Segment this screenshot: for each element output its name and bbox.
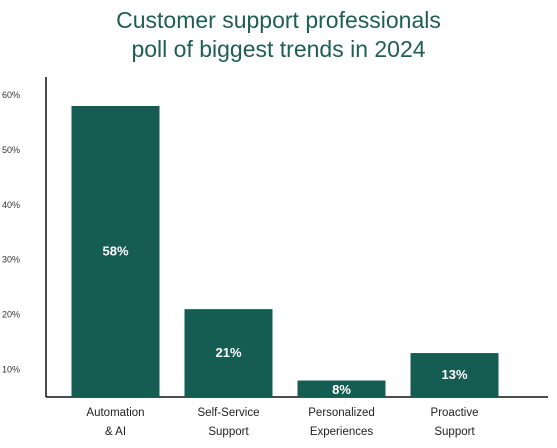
bar-value-label: 8% — [332, 382, 351, 397]
chart-title-line-2: poll of biggest trends in 2024 — [131, 36, 426, 62]
y-tick-label: 30% — [2, 255, 20, 265]
x-category-label: Personalized Experiences — [308, 407, 374, 438]
y-tick-label: 60% — [2, 90, 20, 100]
chart-title: Customer support professionals poll of b… — [0, 6, 557, 64]
x-category-label-line: & AI — [105, 426, 126, 438]
x-category-label-line: Proactive — [431, 407, 479, 419]
bar-value-label: 13% — [441, 367, 467, 382]
chart-title-line-1: Customer support professionals — [116, 7, 441, 33]
x-category-label-line: Automation — [86, 407, 144, 419]
bar — [71, 105, 160, 398]
x-category-label: Self-Service Support — [198, 407, 260, 438]
bar-value-label: 58% — [102, 243, 128, 258]
x-category-label-line: Experiences — [310, 426, 374, 438]
bar-value-label: 21% — [215, 345, 241, 360]
y-tick-label: 40% — [2, 200, 20, 210]
x-category-label: Proactive Support — [431, 407, 479, 438]
y-tick-label: 20% — [2, 310, 20, 320]
x-category-label: Automation & AI — [86, 407, 144, 438]
y-tick-label: 50% — [2, 145, 20, 155]
x-category-label-line: Self-Service — [198, 407, 260, 419]
bar — [410, 353, 499, 397]
x-category-label-line: Support — [208, 426, 249, 438]
x-category-label-line: Personalized — [308, 407, 374, 419]
x-category-label-line: Support — [434, 426, 475, 438]
y-tick-label: 10% — [2, 365, 20, 375]
bar — [184, 309, 273, 397]
bar — [297, 380, 386, 397]
